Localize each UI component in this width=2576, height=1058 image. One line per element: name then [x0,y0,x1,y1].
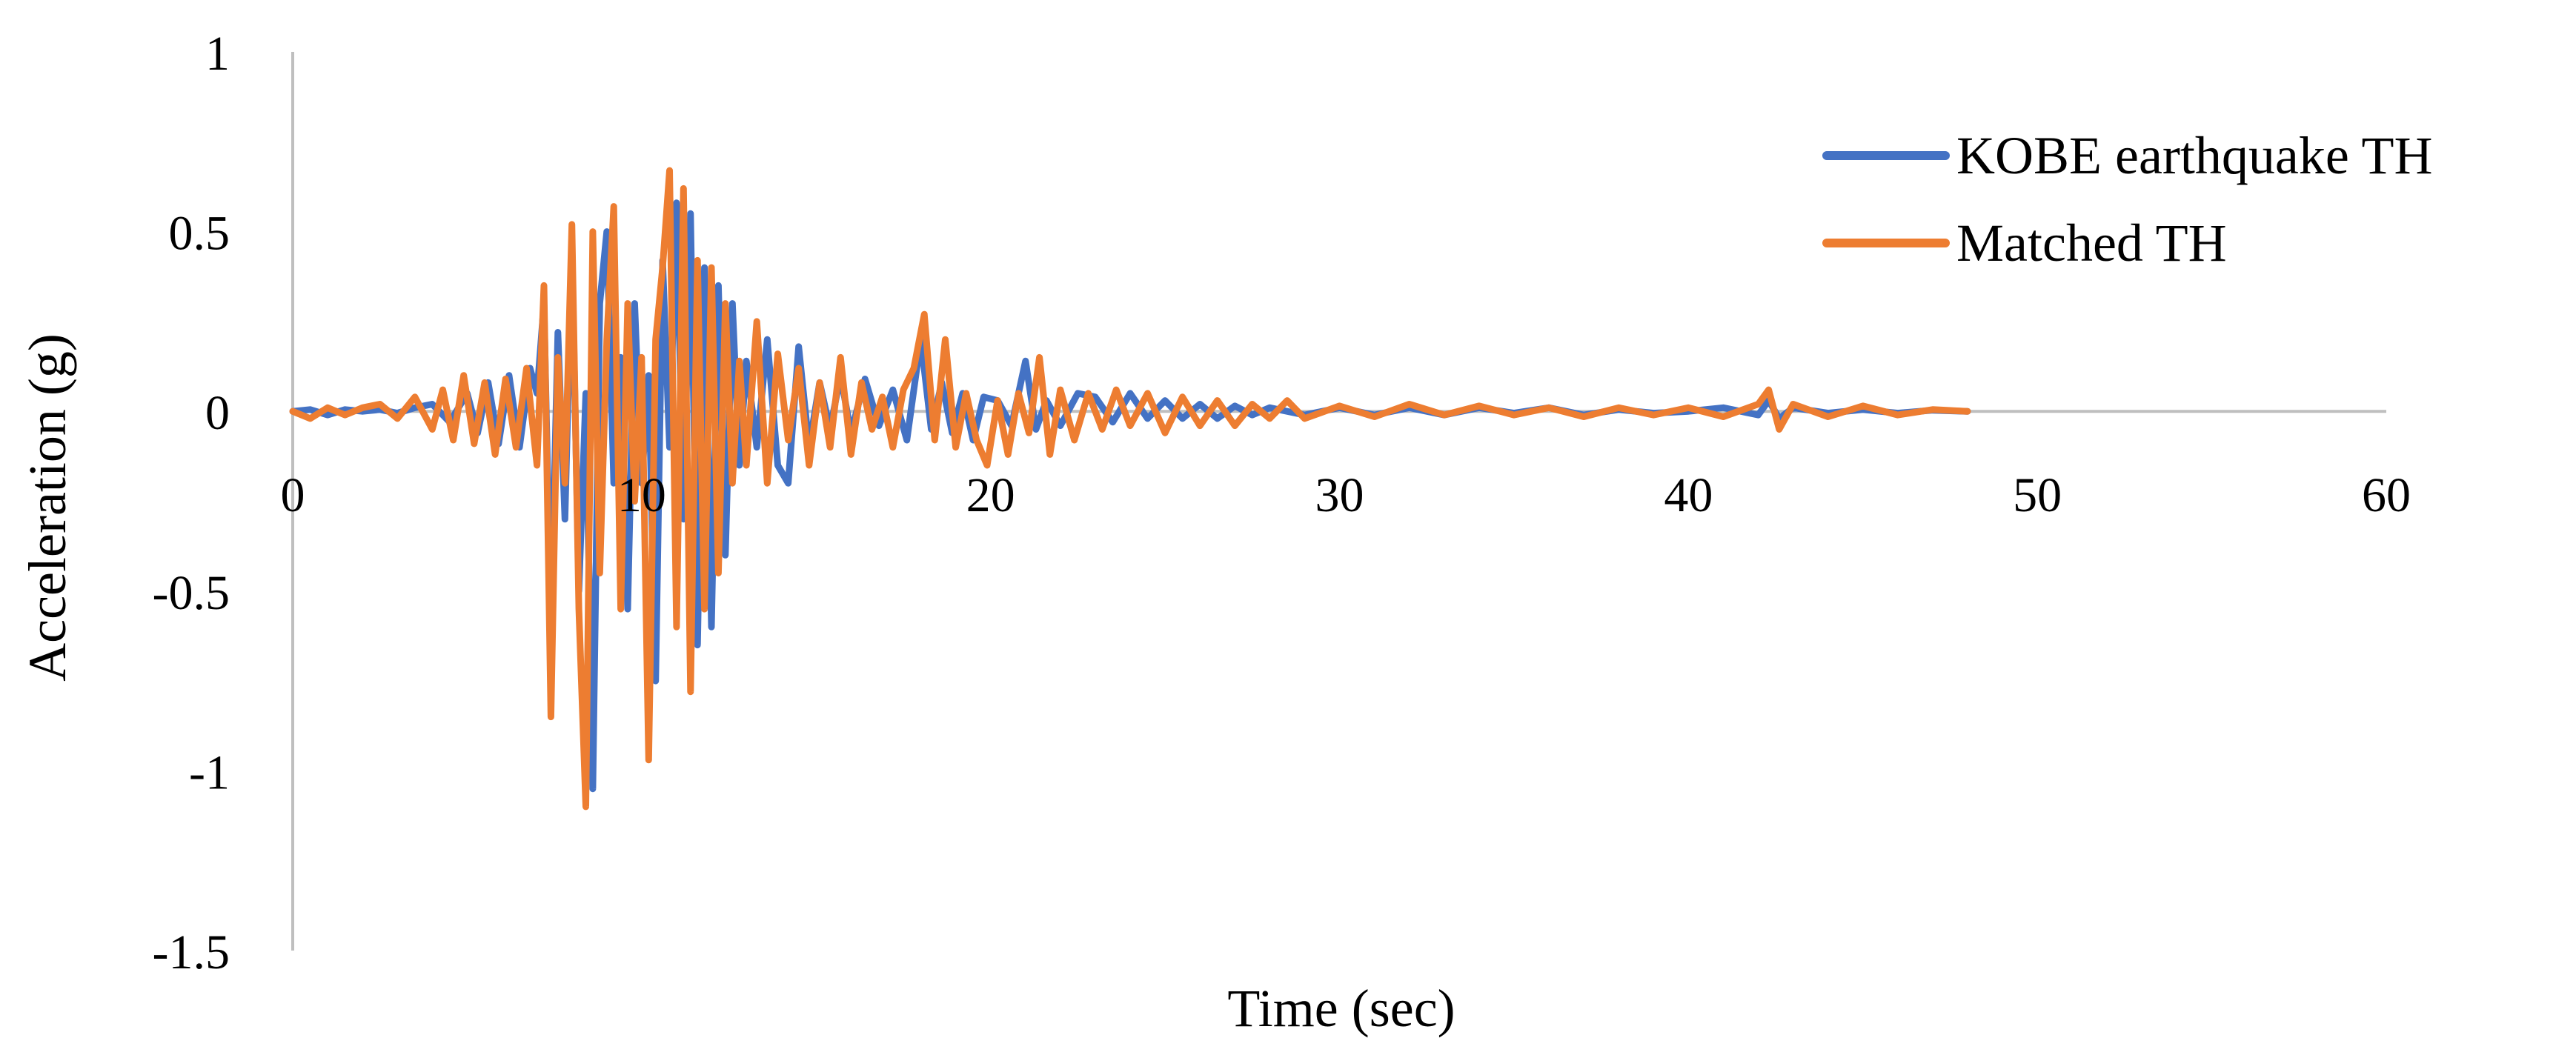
x-tick-label: 50 [2013,468,2062,522]
y-tick-label: -1.5 [153,925,230,979]
y-axis-title: Acceleration (g) [18,333,77,682]
legend-label-matched: Matched TH [1956,213,2227,273]
x-axis-title: Time (sec) [1227,979,1455,1038]
y-tick-label: 0.5 [169,207,230,261]
y-tick-label: -1 [189,745,230,799]
legend: KOBE earthquake TH Matched TH [1822,126,2432,273]
x-tick-label: 20 [966,468,1015,522]
x-tick-label: 30 [1315,468,1364,522]
x-tick-label: 10 [617,468,666,522]
series-layer [289,167,1971,811]
y-tick-label: 0 [205,386,230,440]
legend-label-kobe: KOBE earthquake TH [1956,126,2432,185]
series-line-matched [289,167,1971,811]
x-tick-label: 40 [1664,468,1713,522]
y-tick-label: 1 [205,27,230,81]
y-tick-label: -0.5 [153,566,230,620]
x-tick-label: 0 [281,468,305,522]
x-tick-label: 60 [2362,468,2411,522]
tick-labels: 0 10 20 30 40 50 60 1 0.5 0 -0.5 -1 -1.5 [153,27,2411,979]
